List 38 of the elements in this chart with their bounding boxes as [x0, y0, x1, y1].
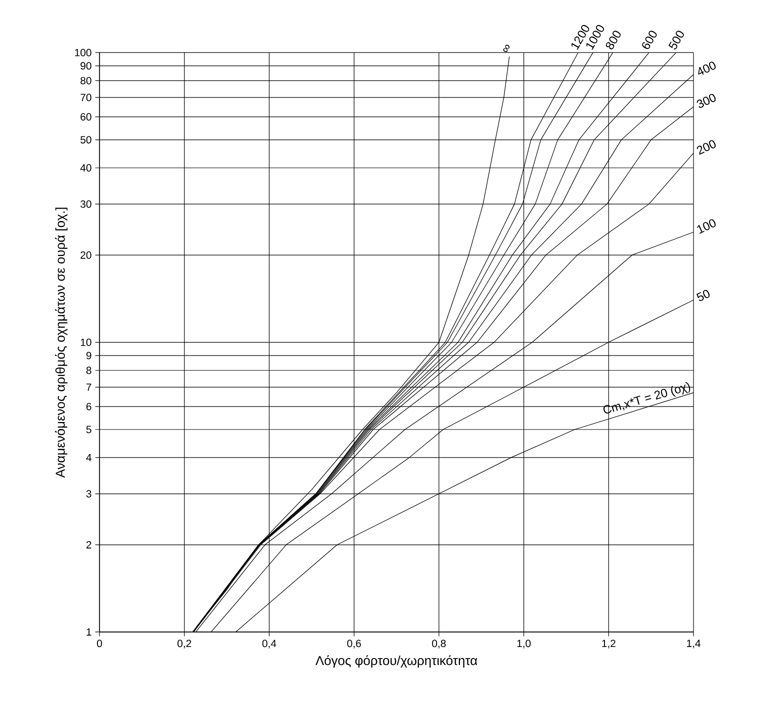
- text: 600: [642, 30, 657, 50]
- y-tick-label: 20: [80, 251, 92, 259]
- x-tick-label: 0,4: [262, 640, 276, 648]
- x-tick-label: 1,4: [687, 640, 700, 648]
- y-tick-label: 100: [75, 48, 92, 56]
- x-tick-label: 0: [97, 640, 102, 648]
- x-tick-label: 0,6: [347, 640, 361, 648]
- y-tick-label: 80: [80, 76, 92, 84]
- y-tick-label: 3: [86, 490, 92, 498]
- x-axis-title: Λόγος φόρτου/χωρητικότητα: [315, 655, 478, 668]
- y-tick-label: 10: [80, 338, 92, 346]
- x-tick-label: 0,2: [178, 640, 192, 648]
- y-tick-label: 6: [86, 402, 92, 410]
- text: 500: [668, 30, 684, 50]
- x-tick-label: 1,2: [602, 640, 616, 648]
- text: 400: [698, 62, 716, 75]
- y-tick-label: 2: [86, 541, 92, 548]
- y-tick-label: 40: [80, 164, 92, 172]
- y-tick-label: 70: [80, 94, 92, 102]
- y-tick-label: 8: [86, 366, 92, 374]
- y-tick-label: 50: [80, 136, 92, 144]
- y-tick-label: 9: [86, 352, 92, 360]
- y-axis-title: Αναμενόμενος αριθμός οχημάτων σε ουρά [οχ.]: [54, 208, 68, 478]
- y-tick-label: 5: [86, 426, 92, 434]
- y-tick-label: 7: [86, 384, 92, 391]
- x-tick-label: 0,8: [432, 640, 446, 648]
- y-tick-label: 1: [86, 628, 92, 636]
- y-tick-label: 60: [80, 113, 92, 121]
- text: 800: [606, 30, 621, 50]
- text: 50: [696, 290, 710, 302]
- text: 300: [696, 94, 716, 108]
- y-tick-label: 4: [86, 454, 92, 462]
- x-tick-label: 1,0: [517, 640, 531, 648]
- text: 200: [696, 140, 716, 155]
- y-tick-label: 30: [80, 200, 92, 208]
- text: 100: [697, 219, 716, 234]
- text: ∞: [503, 44, 510, 52]
- y-tick-label: 90: [80, 62, 92, 70]
